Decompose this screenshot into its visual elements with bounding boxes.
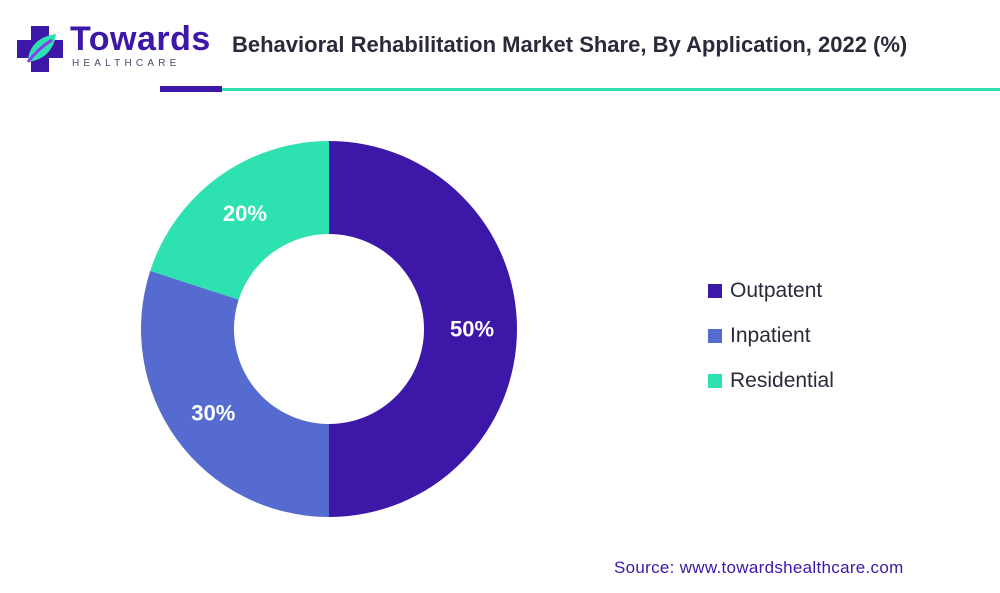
medical-cross-leaf-icon (17, 26, 63, 72)
legend-label-residential: Residential (730, 368, 834, 392)
header-divider (160, 88, 1000, 91)
chart-title: Behavioral Rehabilitation Market Share, … (232, 32, 908, 57)
data-label-inpatient: 30% (191, 401, 235, 426)
brand-name: Towards (70, 20, 211, 58)
legend-swatch-residential (708, 373, 722, 388)
data-label-residential: 20% (223, 201, 267, 226)
chart-legend: Outpatent Inpatient Residential (708, 268, 834, 403)
legend-item-outpatent: Outpatent (708, 268, 834, 313)
legend-swatch-inpatient (708, 328, 722, 343)
legend-label-outpatent: Outpatent (730, 278, 823, 302)
brand-logo: Towards HEALTHCARE (14, 18, 210, 74)
legend-item-residential: Residential (708, 358, 834, 403)
legend-swatch-outpatent (708, 283, 722, 298)
slice-residential (150, 141, 329, 300)
data-label-outpatent: 50% (450, 317, 494, 342)
brand-tagline: HEALTHCARE (72, 58, 181, 69)
legend-item-inpatient: Inpatient (708, 313, 834, 358)
source-note: Source: www.towardshealthcare.com (614, 558, 904, 577)
header-divider-accent (160, 86, 222, 92)
legend-label-inpatient: Inpatient (730, 323, 811, 347)
slice-outpatent (329, 141, 517, 517)
slice-inpatient (140, 270, 329, 517)
